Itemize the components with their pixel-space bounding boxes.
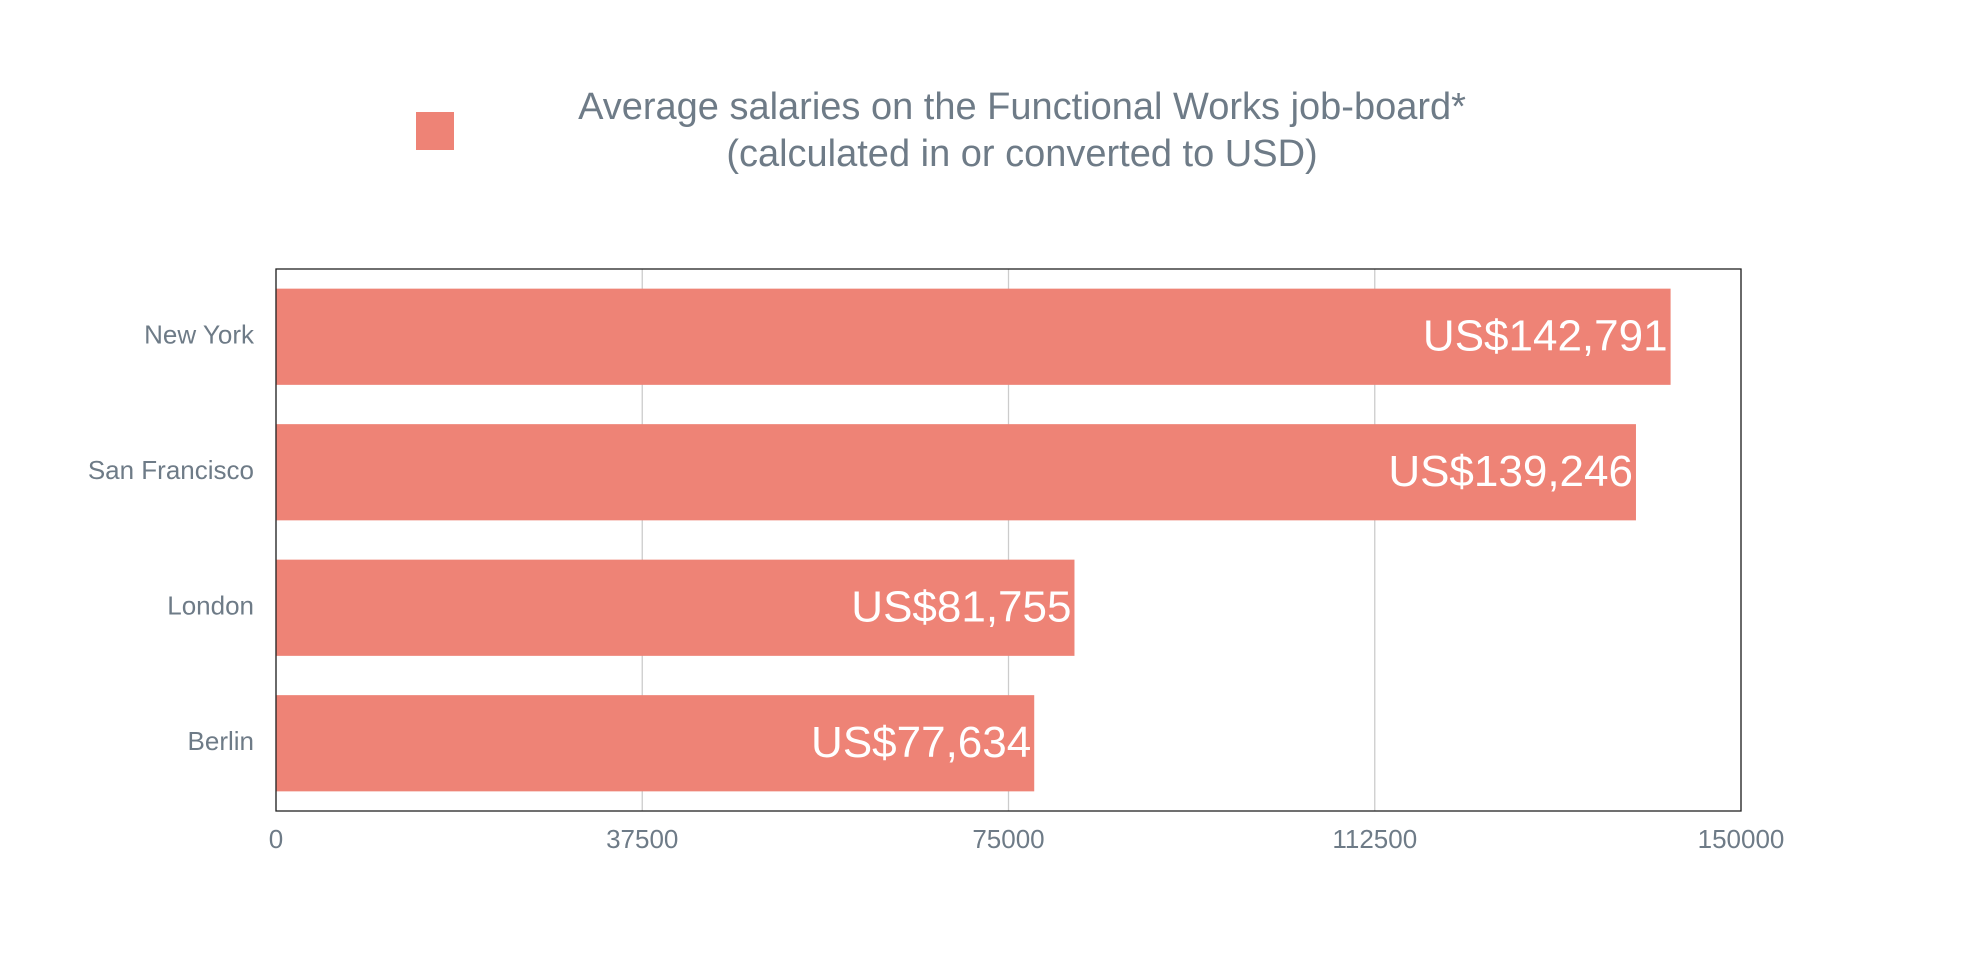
bar — [276, 559, 1075, 656]
plot-border — [275, 268, 1742, 812]
bar — [276, 695, 1035, 792]
data-label: US$139,246 — [1388, 447, 1633, 496]
x-tick-label: 75000 — [972, 824, 1044, 854]
y-tick-label: New York — [144, 320, 255, 350]
bar — [276, 424, 1636, 521]
legend-swatch — [416, 112, 454, 150]
x-tick-label: 150000 — [1698, 824, 1785, 854]
data-label: US$81,755 — [851, 582, 1071, 631]
y-tick-label: Berlin — [188, 726, 254, 756]
data-label: US$142,791 — [1423, 311, 1668, 360]
y-tick-label: San Francisco — [88, 455, 254, 485]
legend: Average salaries on the Functional Works… — [0, 84, 1978, 178]
legend-label: Average salaries on the Functional Works… — [578, 86, 1466, 175]
x-tick-label: 0 — [269, 824, 283, 854]
x-tick-label: 112500 — [1332, 824, 1417, 854]
bar — [276, 288, 1671, 385]
y-tick-label: London — [167, 591, 254, 621]
data-label: US$77,634 — [811, 718, 1031, 767]
x-tick-label: 37500 — [606, 824, 678, 854]
